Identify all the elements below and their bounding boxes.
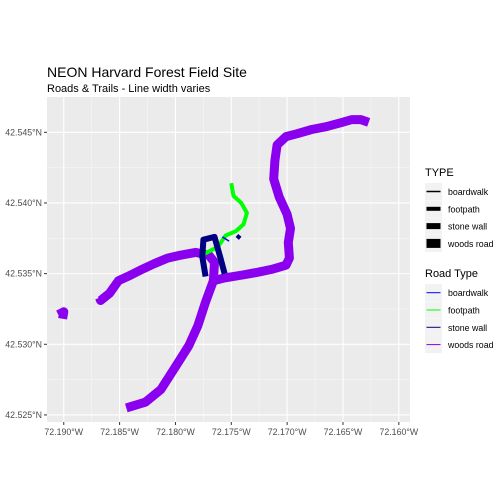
y-tick-label: 42.525°N: [5, 410, 42, 420]
chart-title: NEON Harvard Forest Field Site: [47, 64, 247, 80]
legend-label: boardwalk: [448, 288, 489, 298]
x-tick-label: 72.180°W: [156, 427, 195, 437]
stone-wall-line: [199, 233, 228, 277]
legend-label: stone wall: [448, 222, 487, 232]
y-tick-label: 42.530°N: [5, 339, 42, 349]
axes: 72.190°W 72.185°W 72.180°W 72.175°W 72.170°W…: [5, 127, 419, 437]
legends: TYPE boardwalk footpath stone wall woods roa…: [425, 167, 494, 354]
x-tick-label: 72.170°W: [268, 427, 307, 437]
x-tick-label: 72.165°W: [324, 427, 363, 437]
chart-subtitle: Roads & Trails - Line width varies: [47, 83, 211, 95]
woods-road-line: [212, 115, 371, 286]
x-tick-label: 72.185°W: [100, 427, 139, 437]
legend-label: stone wall: [448, 323, 487, 333]
woods-road-line: [95, 247, 219, 305]
y-tick-label: 42.535°N: [5, 269, 42, 279]
legend-label: woods road: [447, 239, 494, 249]
legend-label: footpath: [448, 306, 480, 316]
legend-label: woods road: [447, 340, 494, 350]
x-tick-label: 72.175°W: [212, 427, 251, 437]
plot-panel: [47, 97, 410, 422]
x-tick-label: 72.190°W: [44, 427, 83, 437]
legend-label: footpath: [448, 204, 480, 214]
legend-label: boardwalk: [448, 187, 489, 197]
legend-title: Road Type: [425, 268, 478, 280]
y-tick-label: 42.540°N: [5, 198, 42, 208]
legend-title: TYPE: [425, 167, 454, 179]
boardwalk-line: [222, 236, 230, 242]
woods-road-line: [125, 279, 218, 413]
road-features: [56, 115, 371, 413]
woods-road-line: [56, 307, 69, 320]
stone-wall-line: [235, 233, 242, 240]
y-tick-label: 42.545°N: [5, 127, 42, 137]
x-tick-label: 72.160°W: [379, 427, 418, 437]
footpath-line: [203, 182, 249, 256]
